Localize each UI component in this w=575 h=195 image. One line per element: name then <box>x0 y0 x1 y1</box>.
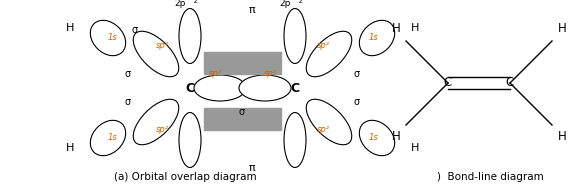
Text: sp²: sp² <box>155 126 168 135</box>
Text: z: z <box>194 0 198 4</box>
Text: H: H <box>392 130 400 144</box>
Ellipse shape <box>284 113 306 168</box>
Text: sp²: sp² <box>155 42 168 51</box>
Ellipse shape <box>90 120 126 156</box>
Ellipse shape <box>133 99 179 145</box>
Text: 2p: 2p <box>175 0 186 9</box>
Text: H: H <box>392 22 400 35</box>
Ellipse shape <box>284 9 306 64</box>
Text: H: H <box>66 143 74 153</box>
Text: H: H <box>411 23 419 33</box>
Text: C: C <box>444 76 452 90</box>
Text: )  Bond-line diagram: ) Bond-line diagram <box>436 172 543 182</box>
Ellipse shape <box>90 20 126 56</box>
Text: (a) Orbital overlap diagram: (a) Orbital overlap diagram <box>114 172 256 182</box>
Ellipse shape <box>239 75 291 101</box>
Text: C: C <box>506 76 514 90</box>
Text: sp²: sp² <box>208 69 221 79</box>
Ellipse shape <box>179 113 201 168</box>
Text: π: π <box>248 5 255 15</box>
Ellipse shape <box>306 99 352 145</box>
Ellipse shape <box>133 31 179 77</box>
Ellipse shape <box>359 20 394 56</box>
Text: σ: σ <box>239 107 245 117</box>
Text: H: H <box>558 22 566 35</box>
Text: σ: σ <box>354 69 360 79</box>
Text: sp²: sp² <box>316 42 329 51</box>
Text: σ: σ <box>354 97 360 107</box>
Ellipse shape <box>359 120 394 156</box>
Text: σ: σ <box>132 25 138 35</box>
Ellipse shape <box>306 31 352 77</box>
Text: sp²: sp² <box>316 126 329 135</box>
Text: 1s: 1s <box>368 34 378 43</box>
Text: σ: σ <box>125 97 131 107</box>
Text: C: C <box>185 82 194 95</box>
Text: 1s: 1s <box>368 134 378 143</box>
Text: σ: σ <box>125 69 131 79</box>
Text: 2p: 2p <box>279 0 291 9</box>
Text: 1s: 1s <box>107 34 117 43</box>
Ellipse shape <box>179 9 201 64</box>
Text: z: z <box>299 0 302 4</box>
Text: H: H <box>411 143 419 153</box>
Text: H: H <box>66 23 74 33</box>
Bar <box>204 52 281 74</box>
Text: C: C <box>290 82 300 95</box>
Ellipse shape <box>194 75 246 101</box>
Text: H: H <box>558 130 566 144</box>
Text: sp²: sp² <box>263 69 277 79</box>
Text: π: π <box>248 163 255 173</box>
Text: 1s: 1s <box>107 134 117 143</box>
Bar <box>204 108 281 130</box>
